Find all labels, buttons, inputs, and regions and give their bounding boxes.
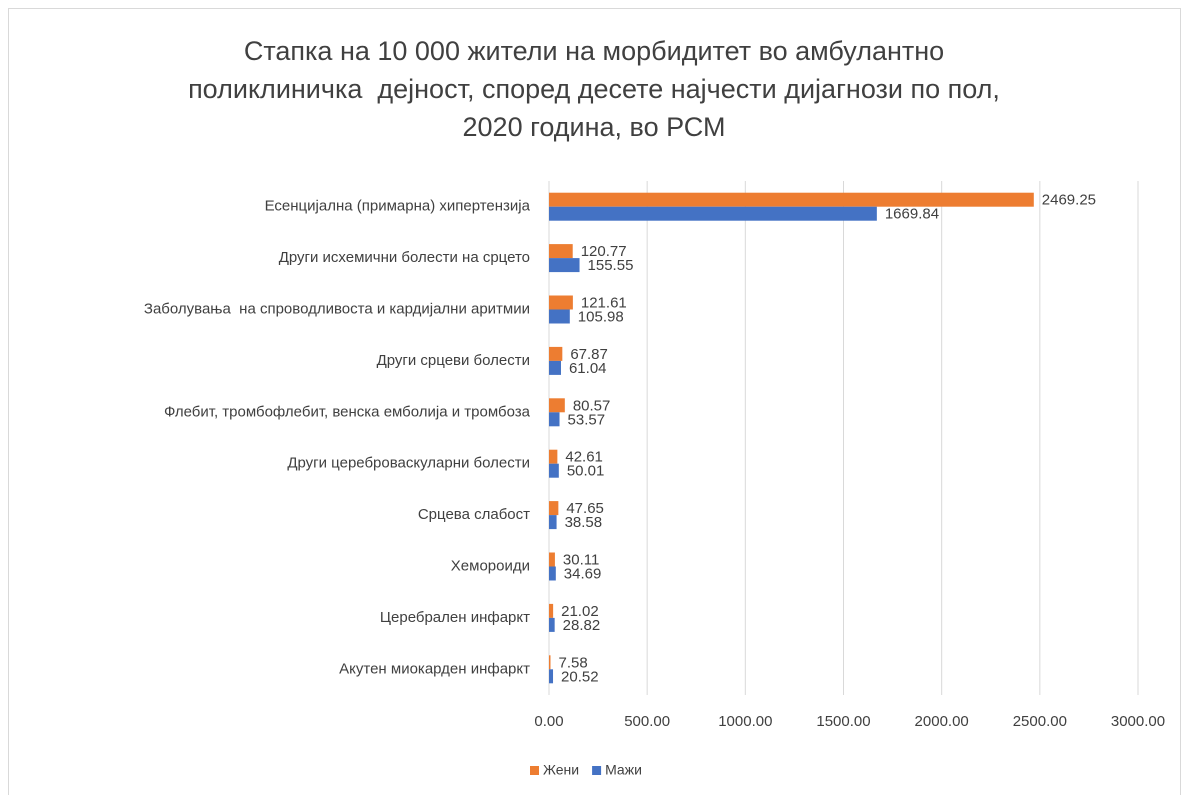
bar — [549, 412, 560, 427]
value-label: 34.69 — [564, 565, 602, 582]
value-label: 67.87 — [570, 346, 608, 363]
bar — [549, 515, 557, 530]
x-tick-label: 500.00 — [624, 713, 670, 730]
x-tick-label: 1500.00 — [816, 713, 870, 730]
bar — [549, 566, 556, 581]
legend-label: Мажи — [605, 762, 642, 778]
value-label: 47.65 — [566, 500, 604, 517]
y-tick-label: Заболувања на спроводливоста и кардијалн… — [144, 300, 530, 317]
y-tick-label: Флебит, тромбофлебит, венска емболија и … — [164, 403, 531, 420]
value-label: 1669.84 — [885, 206, 939, 223]
bar — [549, 244, 573, 259]
bar — [549, 449, 558, 464]
bar — [549, 655, 551, 670]
bar — [549, 669, 554, 684]
value-label: 155.55 — [588, 257, 634, 274]
value-label: 7.58 — [558, 654, 587, 671]
y-tick-label: Други исхемични болести на срцето — [279, 249, 530, 266]
bar — [549, 463, 559, 478]
value-label: 121.61 — [581, 294, 627, 311]
x-tick-label: 1000.00 — [718, 713, 772, 730]
value-label: 50.01 — [567, 463, 605, 480]
value-label: 20.52 — [561, 668, 599, 685]
y-tick-label: Други срцеви болести — [377, 352, 530, 369]
value-label: 61.04 — [569, 360, 607, 377]
bar — [549, 603, 554, 618]
value-label: 120.77 — [581, 243, 627, 260]
y-tick-label: Есенцијална (примарна) хипертензија — [265, 198, 531, 215]
bar — [549, 295, 573, 310]
chart-title: Стапка на 10 000 жители на морбидитет во… — [244, 36, 944, 66]
y-tick-label: Церебрален инфаркт — [380, 609, 530, 626]
bar — [549, 346, 563, 361]
x-tick-label: 2000.00 — [915, 713, 969, 730]
y-tick-label: Акутен миокарден инфаркт — [339, 660, 530, 677]
bar — [549, 206, 877, 221]
bar — [549, 192, 1034, 207]
value-label: 2469.25 — [1042, 192, 1096, 209]
value-label: 21.02 — [561, 603, 599, 620]
x-tick-label: 2500.00 — [1013, 713, 1067, 730]
x-tick-label: 3000.00 — [1111, 713, 1165, 730]
chart-title: поликлиничка дејност, според десете најч… — [188, 74, 1000, 104]
bar — [549, 360, 561, 375]
value-label: 105.98 — [578, 308, 624, 325]
value-label: 38.58 — [565, 514, 603, 531]
legend-label: Жени — [543, 762, 579, 778]
bar — [549, 398, 565, 413]
value-label: 28.82 — [563, 617, 601, 634]
x-tick-label: 0.00 — [534, 713, 563, 730]
y-tick-label: Хемороиди — [451, 557, 530, 574]
bar — [549, 309, 570, 324]
value-label: 42.61 — [565, 449, 603, 466]
legend-swatch — [530, 766, 539, 775]
y-tick-label: Срцева слабост — [418, 506, 530, 523]
value-label: 53.57 — [568, 411, 606, 428]
bar — [549, 617, 555, 632]
y-tick-label: Други цереброваскуларни болести — [287, 455, 530, 472]
legend-swatch — [592, 766, 602, 775]
chart-border — [8, 8, 1181, 795]
bar — [549, 501, 559, 516]
chart-title: 2020 година, во РСМ — [463, 112, 726, 142]
value-label: 30.11 — [563, 551, 599, 568]
bar — [549, 258, 580, 273]
bar — [549, 552, 555, 567]
value-label: 80.57 — [573, 397, 611, 414]
